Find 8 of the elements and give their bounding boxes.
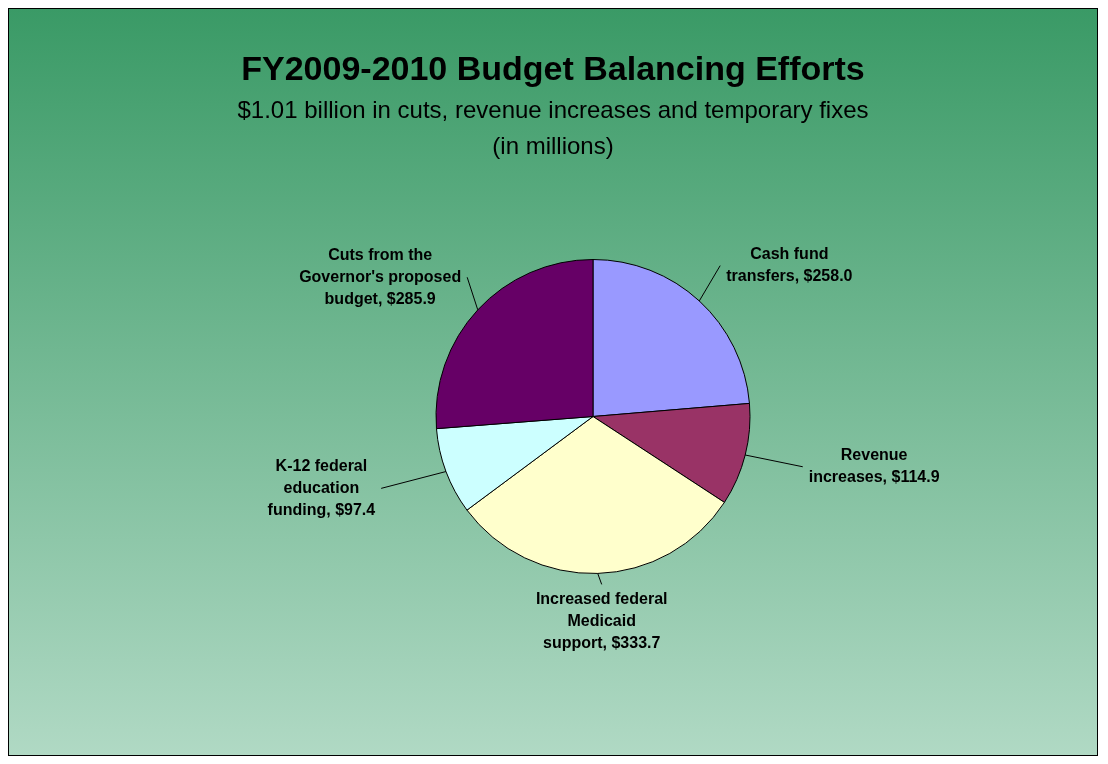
slice-label: K-12 federal education funding, $97.4 xyxy=(267,456,376,518)
slice-label: Increased federal Medicaid support, $333.7 xyxy=(535,589,668,651)
chart-title: FY2009-2010 Budget Balancing Efforts xyxy=(240,48,866,88)
chart-subtitle: $1.01 billion in cuts, revenue increases and temporary fixes xyxy=(236,96,870,124)
slice-label: Cuts from the Governor's proposed budget, $285.9 xyxy=(299,245,462,307)
text: (in millions) xyxy=(491,132,615,160)
slice-label: Cash fund transfers, $258.0 xyxy=(726,245,853,285)
slice-label: Revenue increases, $114.9 xyxy=(808,446,940,486)
